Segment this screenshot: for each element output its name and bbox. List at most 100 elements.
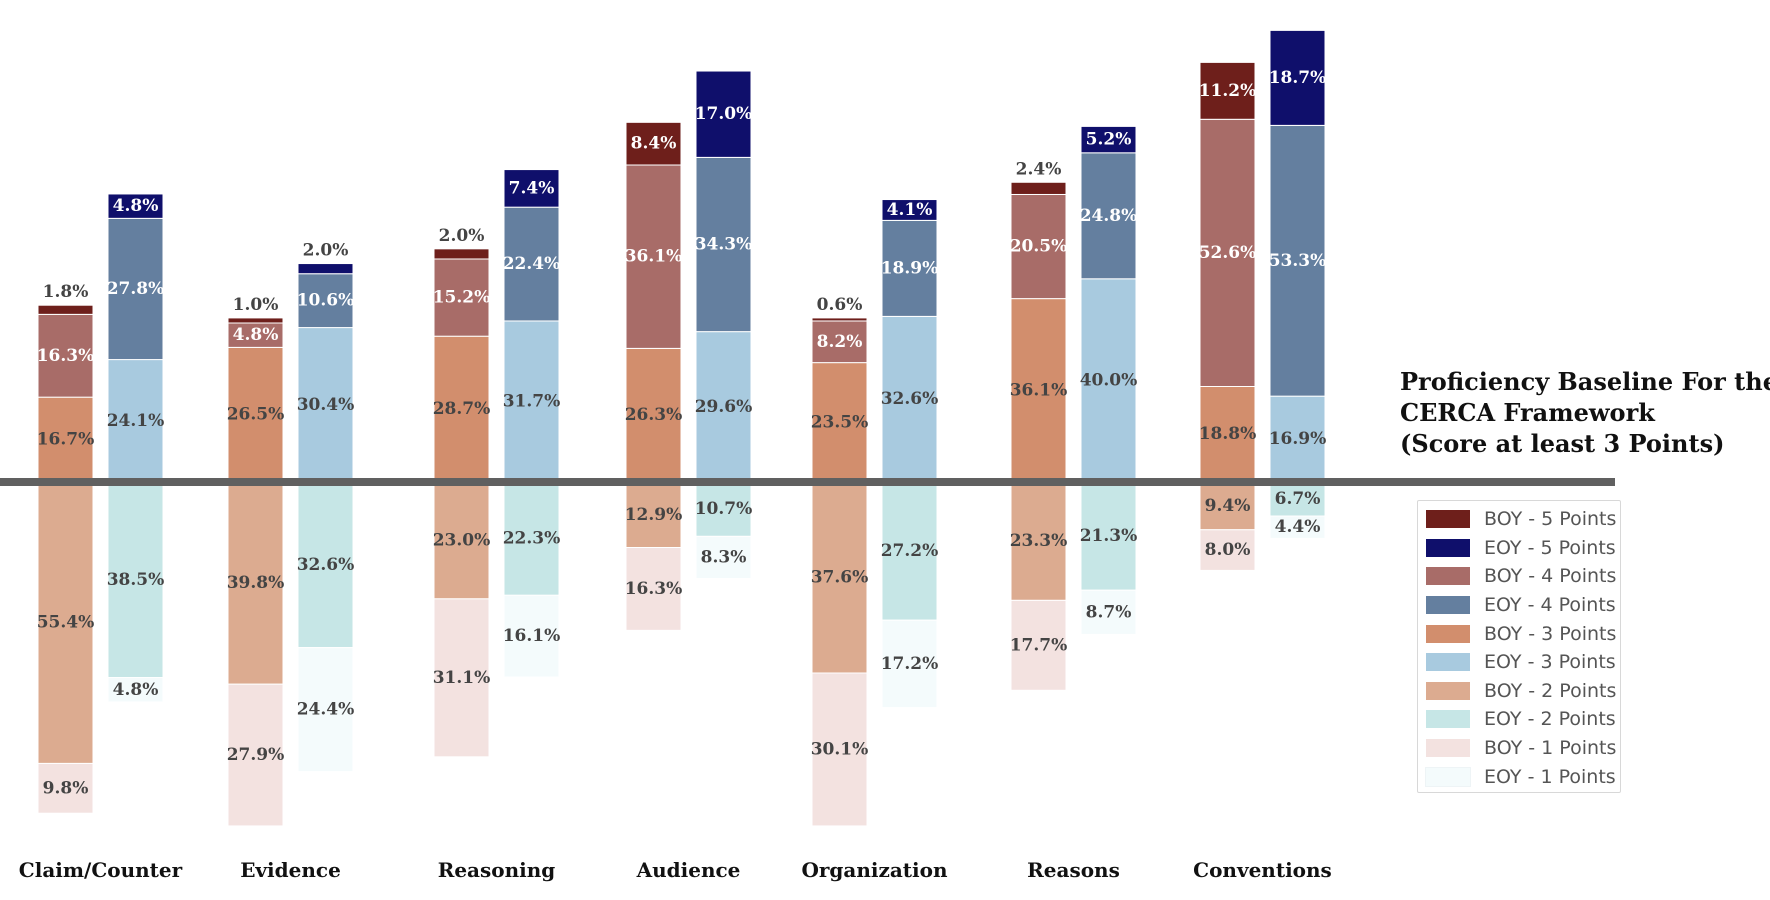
data-label-eoy-3: 32.6% bbox=[881, 389, 939, 409]
bar-eoy-4-points bbox=[503, 206, 560, 322]
bar-boy-1-points bbox=[37, 762, 94, 814]
bar-eoy-1-points bbox=[1080, 589, 1137, 635]
data-label-eoy-1: 4.4% bbox=[1275, 517, 1321, 537]
data-label-eoy-3: 40.0% bbox=[1080, 370, 1138, 390]
baseline-title-line-2: CERCA Framework bbox=[1400, 398, 1655, 427]
data-label-eoy-1: 17.2% bbox=[881, 654, 939, 674]
data-label-eoy-5: 2.0% bbox=[303, 241, 349, 261]
data-label-eoy-4: 22.4% bbox=[503, 254, 561, 274]
data-label-eoy-2: 21.3% bbox=[1080, 526, 1138, 546]
bar-boy-2-points bbox=[227, 481, 284, 685]
data-label-boy-1: 8.0% bbox=[1205, 540, 1251, 560]
category-axis-labels: Claim/Counter Evidence Reasoning Audience Or… bbox=[19, 858, 1332, 882]
data-label-boy-3: 26.5% bbox=[227, 405, 285, 425]
data-label-eoy-2: 38.5% bbox=[107, 570, 165, 590]
data-label-eoy-4: 18.9% bbox=[881, 258, 939, 278]
data-label-eoy-4: 53.3% bbox=[1269, 251, 1327, 271]
data-label-eoy-1: 4.8% bbox=[113, 680, 159, 700]
data-label-eoy-1: 8.3% bbox=[701, 547, 747, 567]
data-label-boy-3: 28.7% bbox=[433, 399, 491, 419]
legend-swatch bbox=[1426, 653, 1470, 672]
bar-boy-5-points bbox=[811, 317, 868, 322]
data-label-eoy-3: 30.4% bbox=[297, 395, 355, 415]
data-label-boy-1: 27.9% bbox=[227, 745, 285, 765]
data-label-eoy-1: 8.7% bbox=[1086, 602, 1132, 622]
legend-item: BOY - 3 Points bbox=[1418, 619, 1620, 648]
category-label: Reasons bbox=[1027, 858, 1120, 882]
legend-label: EOY - 4 Points bbox=[1484, 594, 1616, 617]
bar-eoy-5-points bbox=[1269, 29, 1326, 126]
category-label: Audience bbox=[636, 858, 741, 882]
bar-boy-1-points bbox=[433, 598, 490, 758]
legend-item: BOY - 5 Points bbox=[1418, 505, 1620, 534]
data-label-eoy-4: 34.3% bbox=[695, 235, 753, 255]
bar-boy-2-points bbox=[433, 481, 490, 600]
bar-boy-3-points bbox=[1010, 298, 1067, 483]
data-label-boy-5: 2.4% bbox=[1016, 159, 1062, 179]
data-label-boy-5: 1.0% bbox=[233, 295, 279, 315]
data-label-boy-5: 8.4% bbox=[631, 134, 677, 154]
bar-eoy-2-points bbox=[297, 481, 354, 649]
bar-eoy-1-points bbox=[297, 647, 354, 773]
bar-eoy-5-points bbox=[297, 263, 354, 275]
bar-boy-5-points bbox=[433, 248, 490, 260]
legend-swatch bbox=[1425, 766, 1471, 787]
bar-eoy-2-points bbox=[1080, 481, 1137, 591]
data-label-boy-1: 16.3% bbox=[625, 579, 683, 599]
bar-eoy-5-points bbox=[1080, 125, 1137, 154]
data-label-boy-3: 26.3% bbox=[625, 405, 683, 425]
baseline-title: Proficiency Baseline For the CERCA Frame… bbox=[1400, 366, 1770, 459]
bar-boy-2-points bbox=[37, 481, 94, 764]
legend-label: BOY - 2 Points bbox=[1484, 679, 1617, 702]
legend-swatch bbox=[1426, 510, 1470, 529]
category-label: Reasoning bbox=[438, 858, 556, 882]
bar-eoy-2-points bbox=[503, 481, 560, 596]
bar-eoy-5-points bbox=[881, 199, 938, 221]
legend-swatch bbox=[1426, 681, 1470, 700]
bar-boy-2-points bbox=[811, 481, 868, 674]
data-label-boy-2: 39.8% bbox=[227, 573, 285, 593]
data-label-eoy-4: 24.8% bbox=[1080, 206, 1138, 226]
data-label-boy-1: 30.1% bbox=[811, 739, 869, 759]
legend-item: EOY - 4 Points bbox=[1418, 591, 1620, 620]
bar-eoy-3-points bbox=[1080, 278, 1137, 483]
data-label-eoy-3: 29.6% bbox=[695, 397, 753, 417]
bar-eoy-4-points bbox=[1080, 152, 1137, 280]
data-label-eoy-3: 31.7% bbox=[503, 391, 561, 411]
data-label-boy-3: 16.7% bbox=[37, 430, 95, 450]
data-label-boy-3: 23.5% bbox=[811, 412, 869, 432]
legend-label: BOY - 4 Points bbox=[1484, 565, 1617, 588]
data-label-boy-2: 37.6% bbox=[811, 568, 869, 588]
bar-boy-5-points bbox=[227, 317, 284, 324]
legend-swatch bbox=[1426, 567, 1470, 586]
legend-item: BOY - 1 Points bbox=[1418, 734, 1620, 763]
bar-eoy-4-points bbox=[695, 156, 752, 333]
category-label: Evidence bbox=[240, 858, 341, 882]
data-label-eoy-1: 24.4% bbox=[297, 700, 355, 720]
bar-eoy-4-points bbox=[107, 217, 164, 361]
legend-label: EOY - 1 Points bbox=[1484, 765, 1616, 788]
data-label-boy-1: 9.8% bbox=[43, 778, 89, 798]
legend-label: EOY - 3 Points bbox=[1484, 651, 1616, 674]
bar-boy-1-points bbox=[1010, 599, 1067, 691]
data-label-eoy-2: 27.2% bbox=[881, 541, 939, 561]
bar-eoy-3-points bbox=[297, 327, 354, 483]
data-label-boy-2: 23.0% bbox=[433, 530, 491, 550]
data-label-eoy-5: 17.0% bbox=[695, 104, 753, 124]
data-label-boy-4: 8.2% bbox=[817, 332, 863, 352]
legend-item: EOY - 5 Points bbox=[1418, 534, 1620, 563]
bar-eoy-4-points bbox=[297, 273, 354, 329]
data-label-eoy-2: 10.7% bbox=[695, 499, 753, 519]
data-label-boy-2: 55.4% bbox=[37, 613, 95, 633]
bar-boy-4-points bbox=[433, 258, 490, 337]
bar-eoy-2-points bbox=[107, 481, 164, 679]
data-label-boy-4: 36.1% bbox=[625, 247, 683, 267]
bar-eoy-4-points bbox=[1269, 124, 1326, 397]
chart-legend: BOY - 5 Points EOY - 5 Points BOY - 4 Poin… bbox=[1417, 500, 1621, 793]
legend-label: BOY - 3 Points bbox=[1484, 622, 1617, 645]
data-label-eoy-3: 24.1% bbox=[107, 411, 165, 431]
bar-boy-4-points bbox=[227, 322, 284, 348]
legend-label: EOY - 2 Points bbox=[1484, 708, 1616, 731]
data-label-boy-4: 15.2% bbox=[433, 288, 491, 308]
